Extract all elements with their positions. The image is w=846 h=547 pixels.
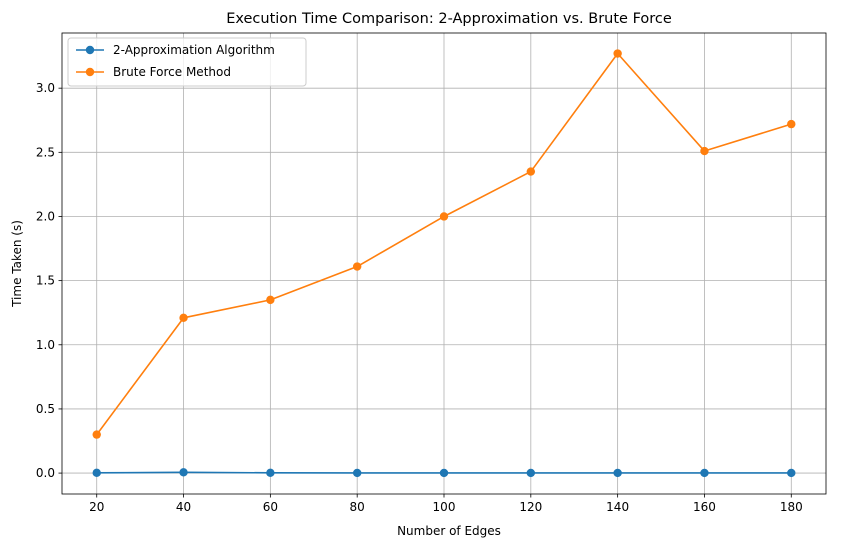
- data-point-series-1: [179, 468, 188, 477]
- data-point-series-2: [352, 262, 362, 271]
- data-point-series-2: [92, 430, 101, 439]
- y-tick-label: 1.0: [36, 338, 55, 352]
- data-point-series-2: [700, 146, 709, 156]
- data-point-series-2: [787, 119, 796, 129]
- legend-box: [67, 37, 307, 87]
- y-tick-label: 1.5: [36, 274, 55, 288]
- data-point-series-2: [179, 313, 188, 323]
- x-tick-label: 40: [176, 500, 191, 514]
- y-axis-title: Time Taken (s): [10, 220, 24, 308]
- legend-swatch-marker: [85, 45, 95, 55]
- data-point-series-1: [266, 468, 275, 478]
- data-point-series-1: [439, 468, 449, 478]
- grid: [62, 33, 826, 494]
- data-point-series-1: [700, 468, 709, 478]
- series-layer: [92, 49, 796, 478]
- x-tick-label: 180: [780, 500, 803, 514]
- y-tick-label: 2.0: [36, 209, 55, 223]
- x-tick-label: 100: [433, 500, 456, 514]
- data-point-series-1: [526, 468, 536, 478]
- legend-label: Brute Force Method: [113, 65, 231, 79]
- data-point-series-1: [92, 468, 101, 478]
- x-tick-label: 140: [606, 500, 629, 514]
- data-point-series-2: [439, 212, 449, 221]
- data-point-series-2: [613, 49, 622, 58]
- data-point-series-1: [352, 468, 362, 478]
- y-axis-ticks: 0.0 0.5 1.0 1.5 2.0 2.5 3.0: [36, 81, 62, 480]
- y-tick-label: 0.5: [36, 402, 55, 416]
- data-point-series-1: [613, 468, 622, 478]
- x-axis-title: Number of Edges: [397, 524, 501, 538]
- x-tick-label: 20: [89, 500, 104, 514]
- x-tick-label: 60: [263, 500, 278, 514]
- legend-label: 2-Approximation Algorithm: [113, 43, 275, 57]
- legend-swatch-marker: [85, 67, 95, 77]
- y-tick-label: 3.0: [36, 81, 55, 95]
- data-point-series-2: [266, 295, 275, 305]
- plot-area: [61, 32, 827, 495]
- x-axis-ticks: 20 40 60 80 100 120 140 160 180: [89, 494, 803, 514]
- x-tick-label: 160: [693, 500, 716, 514]
- x-tick-label: 80: [350, 500, 365, 514]
- y-tick-label: 2.5: [36, 145, 55, 159]
- x-tick-label: 120: [519, 500, 542, 514]
- data-point-series-1: [787, 468, 796, 478]
- data-point-series-2: [526, 167, 536, 176]
- legend: 2-Approximation Algorithm Brute Force Met…: [67, 37, 307, 87]
- chart-title: Execution Time Comparison: 2-Approximati…: [226, 11, 672, 27]
- y-tick-label: 0.0: [36, 466, 55, 480]
